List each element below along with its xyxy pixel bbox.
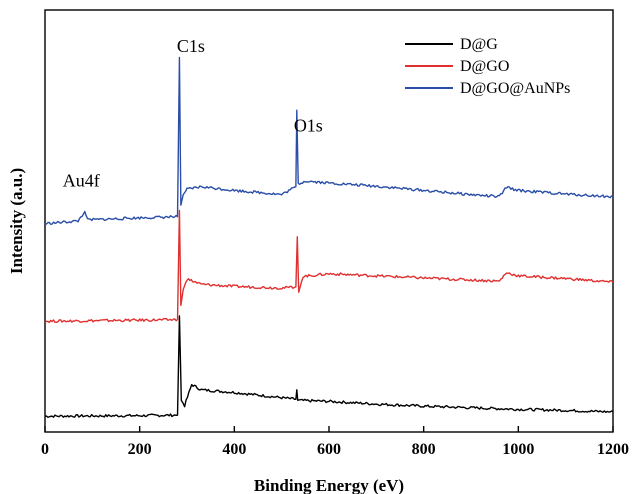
- legend-label: D@GO: [460, 58, 509, 75]
- x-tick-label: 0: [41, 441, 49, 458]
- x-tick-label: 1200: [597, 441, 629, 458]
- y-axis-label: Intensity (a.u.): [7, 168, 26, 274]
- legend-label: D@G: [460, 36, 498, 53]
- x-tick-label: 800: [412, 441, 436, 458]
- x-axis-ticks: 0 200 400 600 800 1000 1200: [41, 426, 629, 458]
- series-line-d-go: [44, 209, 614, 324]
- series-line-d-go-aunps: [44, 56, 614, 226]
- x-tick-label: 200: [128, 441, 152, 458]
- series-line-d-g: [44, 315, 614, 418]
- series-layer: [44, 56, 614, 418]
- annotation-au4f: Au4f: [63, 171, 100, 191]
- x-axis-label: Binding Energy (eV): [254, 476, 404, 494]
- plot-frame: [44, 9, 614, 433]
- x-tick-label: 400: [222, 441, 246, 458]
- annotation-c1s: C1s: [177, 36, 205, 56]
- x-tick-label: 1000: [502, 441, 534, 458]
- x-tick-label: 600: [317, 441, 341, 458]
- legend-label: D@GO@AuNPs: [460, 80, 570, 97]
- peak-annotations: C1s O1s Au4f: [63, 36, 323, 191]
- legend: D@G D@GO D@GO@AuNPs: [405, 36, 570, 97]
- annotation-o1s: O1s: [294, 115, 323, 135]
- plot-border: [44, 9, 614, 433]
